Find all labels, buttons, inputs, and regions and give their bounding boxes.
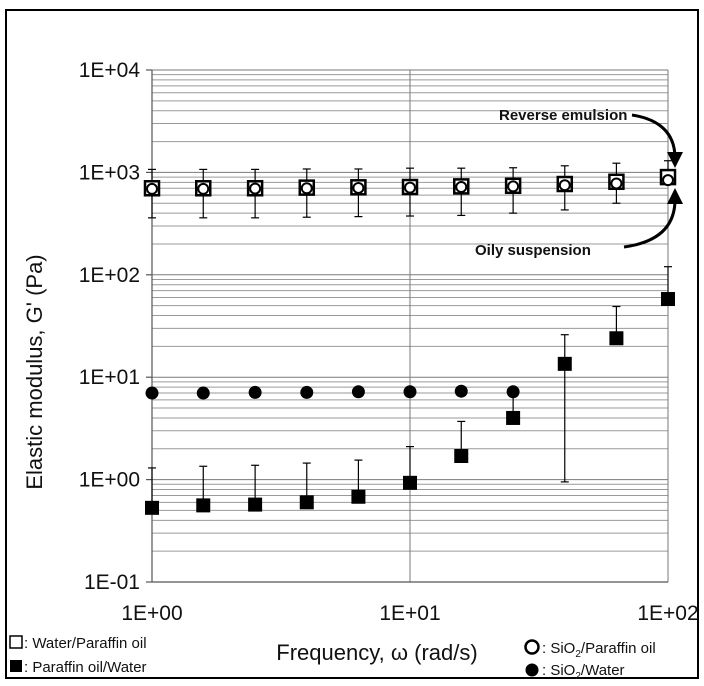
point-sio2-water (196, 386, 210, 400)
point-sio2-paraffin (610, 177, 623, 190)
x-axis-title: Frequency, ω (rad/s) (276, 640, 477, 665)
point-sio2-paraffin (249, 182, 262, 195)
point-sio2-water (454, 384, 468, 398)
tick-labels: 1E-01 1E+00 1E+01 1E+02 1E+03 1E+04 1E+00 1E+01… (79, 59, 699, 625)
y-tick-label: 1E+01 (79, 366, 140, 389)
chart-frame (5, 9, 699, 679)
x-tick-label: 1E+00 (121, 602, 182, 625)
arrow-oily-suspension (623, 197, 677, 249)
point-paraffin-water (557, 356, 572, 371)
annotation-oily-suspension-text: Oily suspension (475, 242, 591, 259)
point-sio2-water (300, 385, 314, 399)
y-tick-label: 1E+02 (79, 264, 140, 287)
point-sio2-water (351, 385, 365, 399)
point-paraffin-water (661, 292, 675, 307)
x-tick-label: 1E+02 (637, 602, 698, 625)
point-sio2-paraffin (146, 182, 158, 195)
point-paraffin-water (145, 500, 159, 515)
legend-paraffin-water: : Paraffin oil/Water (10, 659, 147, 676)
point-paraffin-water (196, 498, 211, 513)
point-paraffin-water (609, 331, 624, 346)
y-axis-title: Elastic modulus, G' (Pa) (22, 254, 47, 489)
point-paraffin-water (506, 410, 521, 425)
legend-sio2-water-label: : SiO2/Water (542, 662, 625, 682)
annotation-reverse-emulsion: Reverse emulsion (499, 107, 627, 124)
point-paraffin-water (299, 495, 314, 510)
arrowhead-oily-suspension (667, 188, 683, 204)
y-tick-label: 1E+00 (79, 469, 140, 492)
legend-sio2-paraffin-label: : SiO2/Paraffin oil (542, 640, 656, 660)
legend-open-circle-marker (524, 639, 540, 655)
annotation-reverse-emulsion-text: Reverse emulsion (499, 107, 627, 124)
point-sio2-paraffin (455, 181, 468, 194)
annotation-oily-suspension: Oily suspension (475, 242, 591, 259)
point-sio2-water (248, 385, 262, 399)
point-sio2-paraffin (197, 182, 210, 195)
point-sio2-paraffin (300, 182, 313, 195)
point-sio2-water (506, 385, 520, 399)
point-sio2-water (145, 386, 159, 400)
legend-filled-circle-marker (525, 663, 539, 677)
point-paraffin-water (248, 497, 263, 512)
legend-filled-square-marker (10, 660, 22, 672)
point-paraffin-water (403, 475, 417, 490)
data-points (143, 168, 677, 515)
arrowhead-reverse-emulsion (667, 152, 683, 168)
legend-sio2-paraffin: : SiO2/Paraffin oil (524, 639, 656, 660)
legend-open-square-marker (9, 635, 23, 649)
legend-water-paraffin-label: : Water/Paraffin oil (24, 635, 147, 652)
x-tick-label: 1E+01 (379, 602, 440, 625)
y-tick-label: 1E+03 (79, 161, 140, 184)
point-sio2-paraffin (507, 180, 520, 193)
point-sio2-paraffin (352, 181, 365, 194)
point-sio2-paraffin (404, 181, 416, 194)
point-sio2-water (403, 385, 417, 399)
point-sio2-paraffin (558, 179, 571, 192)
point-paraffin-water (351, 489, 366, 504)
legend-sio2-water: : SiO2/Water (525, 662, 625, 682)
y-tick-label: 1E-01 (84, 571, 140, 594)
point-sio2-paraffin (662, 174, 674, 187)
legend-paraffin-water-label: : Paraffin oil/Water (24, 659, 147, 676)
legend-water-paraffin: : Water/Paraffin oil (9, 635, 147, 652)
point-paraffin-water (454, 449, 469, 464)
y-tick-label: 1E+04 (79, 59, 141, 82)
